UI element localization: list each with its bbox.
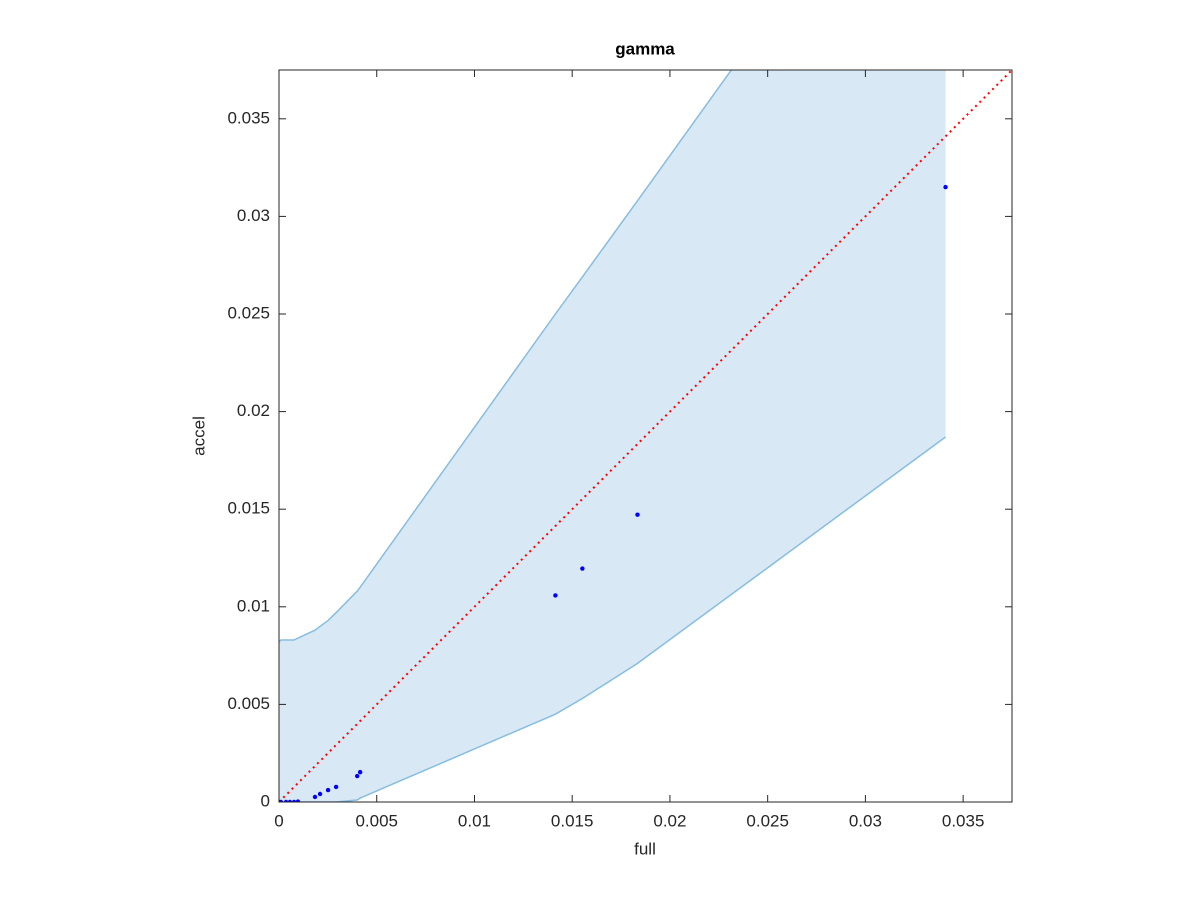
point (357, 769, 363, 775)
y-tick-label: 0.01 (237, 596, 270, 615)
point (279, 799, 284, 802)
point (295, 799, 301, 802)
y-tick-label: 0.005 (227, 694, 270, 713)
band-upper-edge (279, 70, 733, 643)
x-tick-label: 0.03 (849, 811, 882, 830)
chart-title: gamma (615, 39, 675, 58)
point (287, 799, 293, 802)
point (553, 593, 558, 598)
point (325, 787, 331, 793)
point (283, 799, 289, 802)
y-tick-label: 0.03 (237, 206, 270, 225)
point (317, 791, 323, 797)
point (580, 566, 585, 571)
plot-area (279, 70, 1012, 802)
y-tick-label: 0 (261, 791, 270, 810)
point (333, 784, 339, 790)
x-tick-label: 0.025 (746, 811, 789, 830)
y-axis-label: accel (189, 416, 208, 456)
band-fill (279, 70, 946, 802)
y-tick-label: 0.02 (237, 401, 270, 420)
x-tick-label: 0.02 (653, 811, 686, 830)
point (291, 799, 297, 802)
x-tick-label: 0 (274, 811, 283, 830)
point (943, 184, 948, 190)
y-tick-label: 0.025 (227, 303, 270, 322)
band-lower-edge (279, 436, 946, 802)
y-tick-label: 0.035 (227, 108, 270, 127)
x-tick-label: 0.035 (942, 811, 985, 830)
x-tick-label: 0.005 (355, 811, 398, 830)
point (354, 773, 360, 779)
x-tick-label: 0.015 (551, 811, 594, 830)
x-tick-label: 0.01 (458, 811, 491, 830)
x-axis-label: full (634, 839, 656, 858)
point (312, 794, 318, 800)
reference-line (279, 70, 1012, 802)
y-tick-label: 0.015 (227, 499, 270, 518)
point (635, 512, 640, 517)
axes-box (278, 69, 1013, 803)
